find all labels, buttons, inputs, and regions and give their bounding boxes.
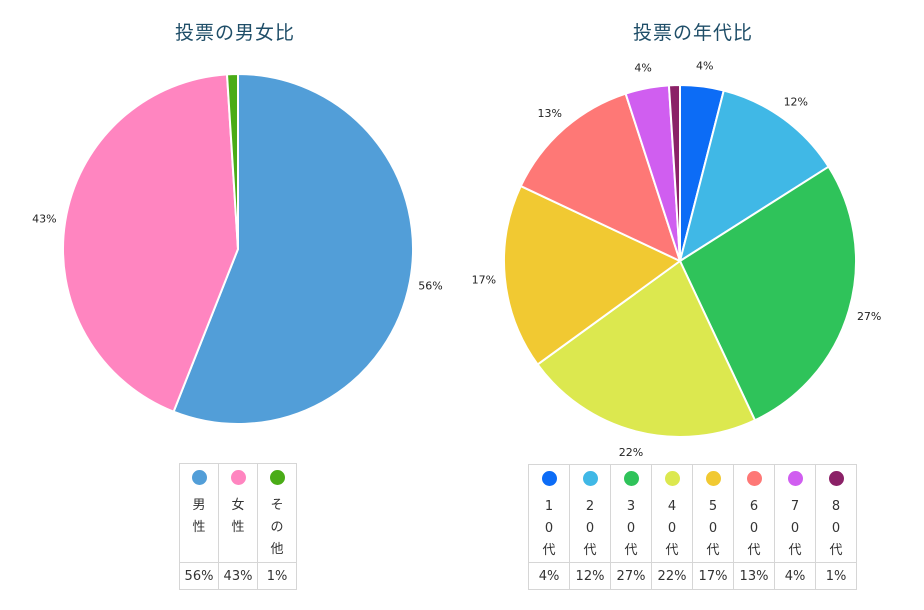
gender-pie-chart: 56% 43% <box>32 72 443 425</box>
gender-legend-swatch-0 <box>191 470 207 485</box>
age-slice-label-4: 17% <box>472 274 496 287</box>
gender-slice-1 <box>62 73 240 414</box>
age-slice-label-2: 27% <box>857 310 881 323</box>
age-slice-7 <box>667 83 681 262</box>
gender-legend-swatch-1 <box>230 470 246 485</box>
age-legend-value-2: 27% <box>610 562 652 590</box>
age-legend-value-7: 1% <box>815 562 857 590</box>
gender-legend-value-2: 1% <box>257 562 297 590</box>
gender-legend-value-0: 56% <box>179 562 219 590</box>
age-pie-chart: 4% 12% 27% 22% 17% 13% 4% <box>472 60 882 459</box>
age-legend-value-1: 12% <box>569 562 611 590</box>
age-legend-value-3: 22% <box>651 562 693 590</box>
age-legend-swatch-4 <box>705 471 721 486</box>
gender-legend-swatch-2 <box>269 470 285 485</box>
age-chart-title: 投票の年代比 <box>632 22 753 44</box>
age-slice-1 <box>678 89 830 264</box>
gender-legend-item-1: 女性 <box>218 463 258 563</box>
age-slice-label-1: 12% <box>784 96 808 109</box>
gender-slice-label-1: 43% <box>32 212 56 225</box>
age-legend-swatch-5 <box>746 471 762 486</box>
age-slice-2 <box>678 165 857 422</box>
gender-legend-value-1: 43% <box>218 562 258 590</box>
age-legend-value-6: 4% <box>774 562 816 590</box>
gender-slice-0 <box>172 72 414 425</box>
gender-legend-item-2: その他 <box>257 463 297 563</box>
age-slice-label-6: 4% <box>634 61 651 74</box>
gender-legend-table: 男性女性 その他 56% 43% 1% <box>179 463 297 590</box>
age-legend-value-0: 4% <box>528 562 570 590</box>
age-slice-label-3: 22% <box>619 446 643 459</box>
gender-slice-label-0: 56% <box>418 280 442 293</box>
age-legend-swatch-2 <box>623 471 639 486</box>
gender-legend-label-2: その他 <box>270 498 284 557</box>
gender-legend-label-1: 女性 <box>231 498 245 535</box>
age-legend-swatch-6 <box>787 471 803 486</box>
gender-chart-panel: 投票の男女比 56% 43% 男性女性その他 56% 43% 1% <box>32 22 443 590</box>
age-slice-label-0: 4% <box>696 60 713 73</box>
gender-legend-item-0: 男性 <box>179 463 219 563</box>
age-legend-value-5: 13% <box>733 562 775 590</box>
age-legend-swatch-1 <box>582 471 598 486</box>
age-slice-5 <box>519 92 682 263</box>
age-slice-3 <box>536 259 757 438</box>
age-legend-value-4: 17% <box>692 562 734 590</box>
gender-chart-title: 投票の男女比 <box>174 22 295 44</box>
age-legend-swatch-7 <box>828 471 844 486</box>
gender-slice-2 <box>225 72 239 250</box>
age-slice-4 <box>503 184 682 366</box>
age-legend-swatch-3 <box>664 471 680 486</box>
gender-legend-label-0: 男性 <box>192 498 206 535</box>
age-legend-table: 1 0 代 2 0 代 3 0 代 4 0 代 5 0 代 6 0 代 7 0 代 8 0 代 4% 12% 27% 22% 17% 13… <box>528 464 857 590</box>
age-legend-swatch-0 <box>541 471 557 486</box>
age-slice-label-5: 13% <box>537 107 561 120</box>
